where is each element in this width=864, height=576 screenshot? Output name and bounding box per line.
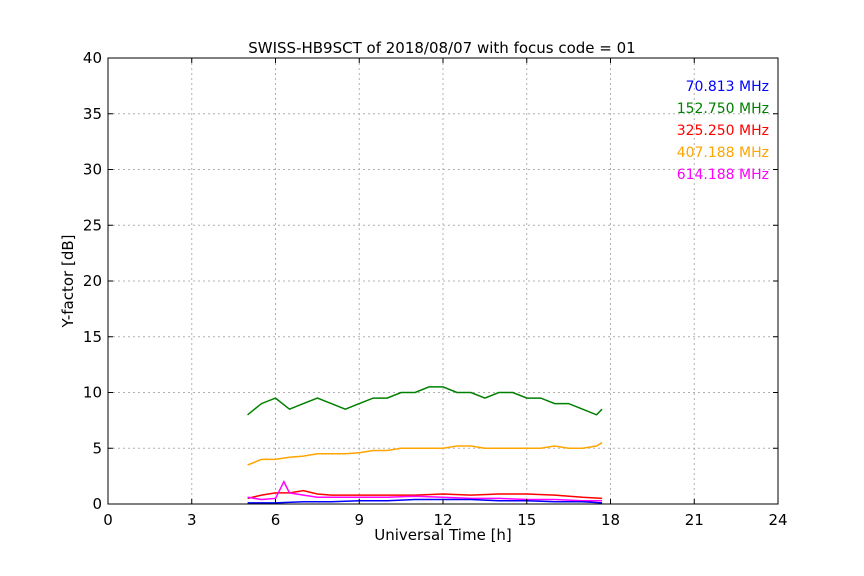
series-line-2	[247, 489, 603, 500]
legend-entry-0: 70.813 MHz	[686, 79, 769, 95]
x-tick-label: 15	[517, 511, 536, 529]
series-layer	[247, 386, 603, 504]
legend: 70.813 MHz 152.750 MHz 325.250 MHz 407.188 …	[677, 79, 769, 183]
y-tick-label: 10	[83, 384, 102, 402]
x-tick-label: 0	[103, 511, 113, 529]
x-tick-label: 12	[433, 511, 452, 529]
x-tick-label: 24	[768, 511, 787, 529]
legend-entry-3: 407.188 MHz	[677, 145, 769, 161]
x-tick-label: 18	[601, 511, 620, 529]
y-tick-label: 40	[83, 49, 102, 67]
legend-entry-1: 152.750 MHz	[677, 101, 769, 117]
legend-entry-4: 614.188 MHz	[677, 167, 769, 183]
y-tick-label: 25	[83, 216, 102, 234]
ticks: 0 3 6 9 12 15 18 21 24 0 5 10 15 20 25 30 35 40	[83, 49, 788, 529]
series-line-3	[247, 442, 603, 466]
y-tick-label: 20	[83, 272, 102, 290]
x-tick-label: 21	[685, 511, 704, 529]
y-axis-label: Y-factor [dB]	[59, 234, 77, 328]
x-axis-label: Universal Time [h]	[374, 526, 512, 544]
y-tick-label: 5	[92, 439, 102, 457]
chart-title: SWISS-HB9SCT of 2018/08/07 with focus co…	[248, 39, 635, 57]
legend-entry-2: 325.250 MHz	[677, 123, 769, 139]
series-line-4	[247, 480, 603, 502]
y-tick-label: 30	[83, 161, 102, 179]
y-tick-label: 0	[92, 495, 102, 513]
x-tick-label: 3	[187, 511, 197, 529]
x-tick-label: 6	[271, 511, 281, 529]
series-line-1	[247, 386, 603, 416]
y-tick-label: 35	[83, 105, 102, 123]
y-tick-label: 15	[83, 328, 102, 346]
x-tick-label: 9	[354, 511, 364, 529]
series-line-0	[247, 498, 603, 504]
